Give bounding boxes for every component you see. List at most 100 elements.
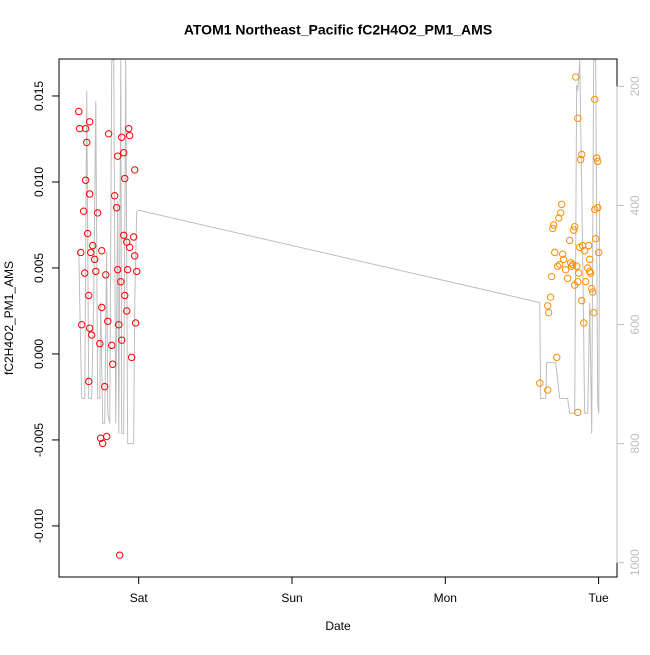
point — [77, 248, 85, 257]
y-tick-label: 0.005 — [32, 253, 46, 283]
point — [85, 324, 94, 332]
point — [123, 265, 132, 274]
point — [131, 252, 139, 260]
point — [131, 319, 140, 327]
point — [586, 269, 595, 277]
point — [83, 229, 92, 238]
point — [92, 267, 100, 276]
point — [108, 341, 116, 350]
point — [546, 293, 555, 301]
point — [115, 321, 123, 329]
point — [553, 262, 562, 270]
point — [586, 255, 594, 264]
point — [104, 317, 112, 325]
point — [117, 278, 125, 286]
point — [123, 307, 131, 315]
point — [593, 157, 602, 166]
x-tick-label: Mon — [434, 591, 457, 605]
point — [98, 439, 107, 448]
point — [555, 260, 564, 269]
point — [567, 262, 576, 270]
point — [578, 150, 586, 159]
point — [561, 265, 570, 274]
point — [536, 379, 544, 387]
point — [127, 353, 136, 362]
point — [572, 73, 580, 81]
point — [79, 207, 88, 215]
point — [557, 200, 566, 209]
point — [87, 248, 95, 257]
y2-tick-label: 600 — [628, 314, 642, 334]
y2-tick-label: 800 — [628, 433, 642, 453]
point — [588, 288, 597, 296]
point — [549, 224, 557, 233]
point — [102, 432, 111, 441]
point — [98, 247, 106, 255]
point — [125, 243, 134, 252]
point — [580, 247, 589, 255]
point — [87, 331, 96, 339]
line — [78, 59, 601, 445]
point — [557, 209, 565, 217]
point — [574, 269, 583, 277]
y-tick-label: 0.010 — [32, 167, 46, 197]
point — [100, 382, 109, 391]
point — [121, 291, 129, 300]
point — [574, 278, 582, 286]
y2-tick-label: 400 — [628, 195, 642, 215]
point — [119, 149, 128, 157]
point — [112, 204, 121, 212]
point — [576, 155, 585, 164]
point — [591, 235, 600, 243]
point — [116, 551, 124, 559]
point — [81, 176, 90, 184]
point — [91, 255, 99, 264]
point — [119, 231, 128, 239]
point — [559, 250, 567, 258]
point — [104, 130, 113, 138]
point — [129, 233, 138, 241]
y-tick-label: 0.015 — [32, 81, 46, 111]
point — [568, 260, 577, 269]
point — [93, 209, 102, 217]
x-axis-label: Date — [325, 619, 351, 633]
x-tick-label: Tue — [588, 591, 609, 605]
point — [589, 308, 598, 317]
point — [578, 296, 586, 305]
point — [544, 308, 553, 317]
point — [85, 118, 94, 126]
point — [83, 138, 91, 147]
point — [75, 107, 83, 116]
point — [544, 386, 552, 394]
point — [117, 336, 126, 344]
y2-tick-label: 200 — [628, 76, 642, 96]
y-tick-label: -0.010 — [32, 509, 46, 543]
y-tick-label: 0.000 — [32, 339, 46, 369]
y2-tick-label: 1000 — [628, 549, 642, 576]
point — [131, 166, 139, 174]
point — [555, 214, 563, 222]
point — [570, 226, 578, 234]
point — [572, 262, 581, 270]
point — [102, 271, 110, 279]
point — [85, 291, 93, 300]
point — [81, 269, 89, 277]
point — [567, 259, 575, 267]
chart-title: ATOM1 Northeast_Pacific fC2H4O2_PM1_AMS — [184, 22, 492, 38]
point — [570, 222, 579, 231]
point — [563, 274, 572, 282]
point — [121, 174, 129, 183]
point — [108, 360, 117, 368]
point — [114, 265, 122, 274]
point — [584, 241, 593, 250]
y-axis-label: fC2H4O2_PM1_AMS — [2, 261, 16, 375]
point — [551, 248, 559, 257]
point — [559, 255, 568, 264]
point — [96, 339, 104, 348]
point — [117, 133, 126, 141]
point — [593, 154, 601, 162]
point — [125, 124, 133, 133]
point — [77, 321, 86, 329]
